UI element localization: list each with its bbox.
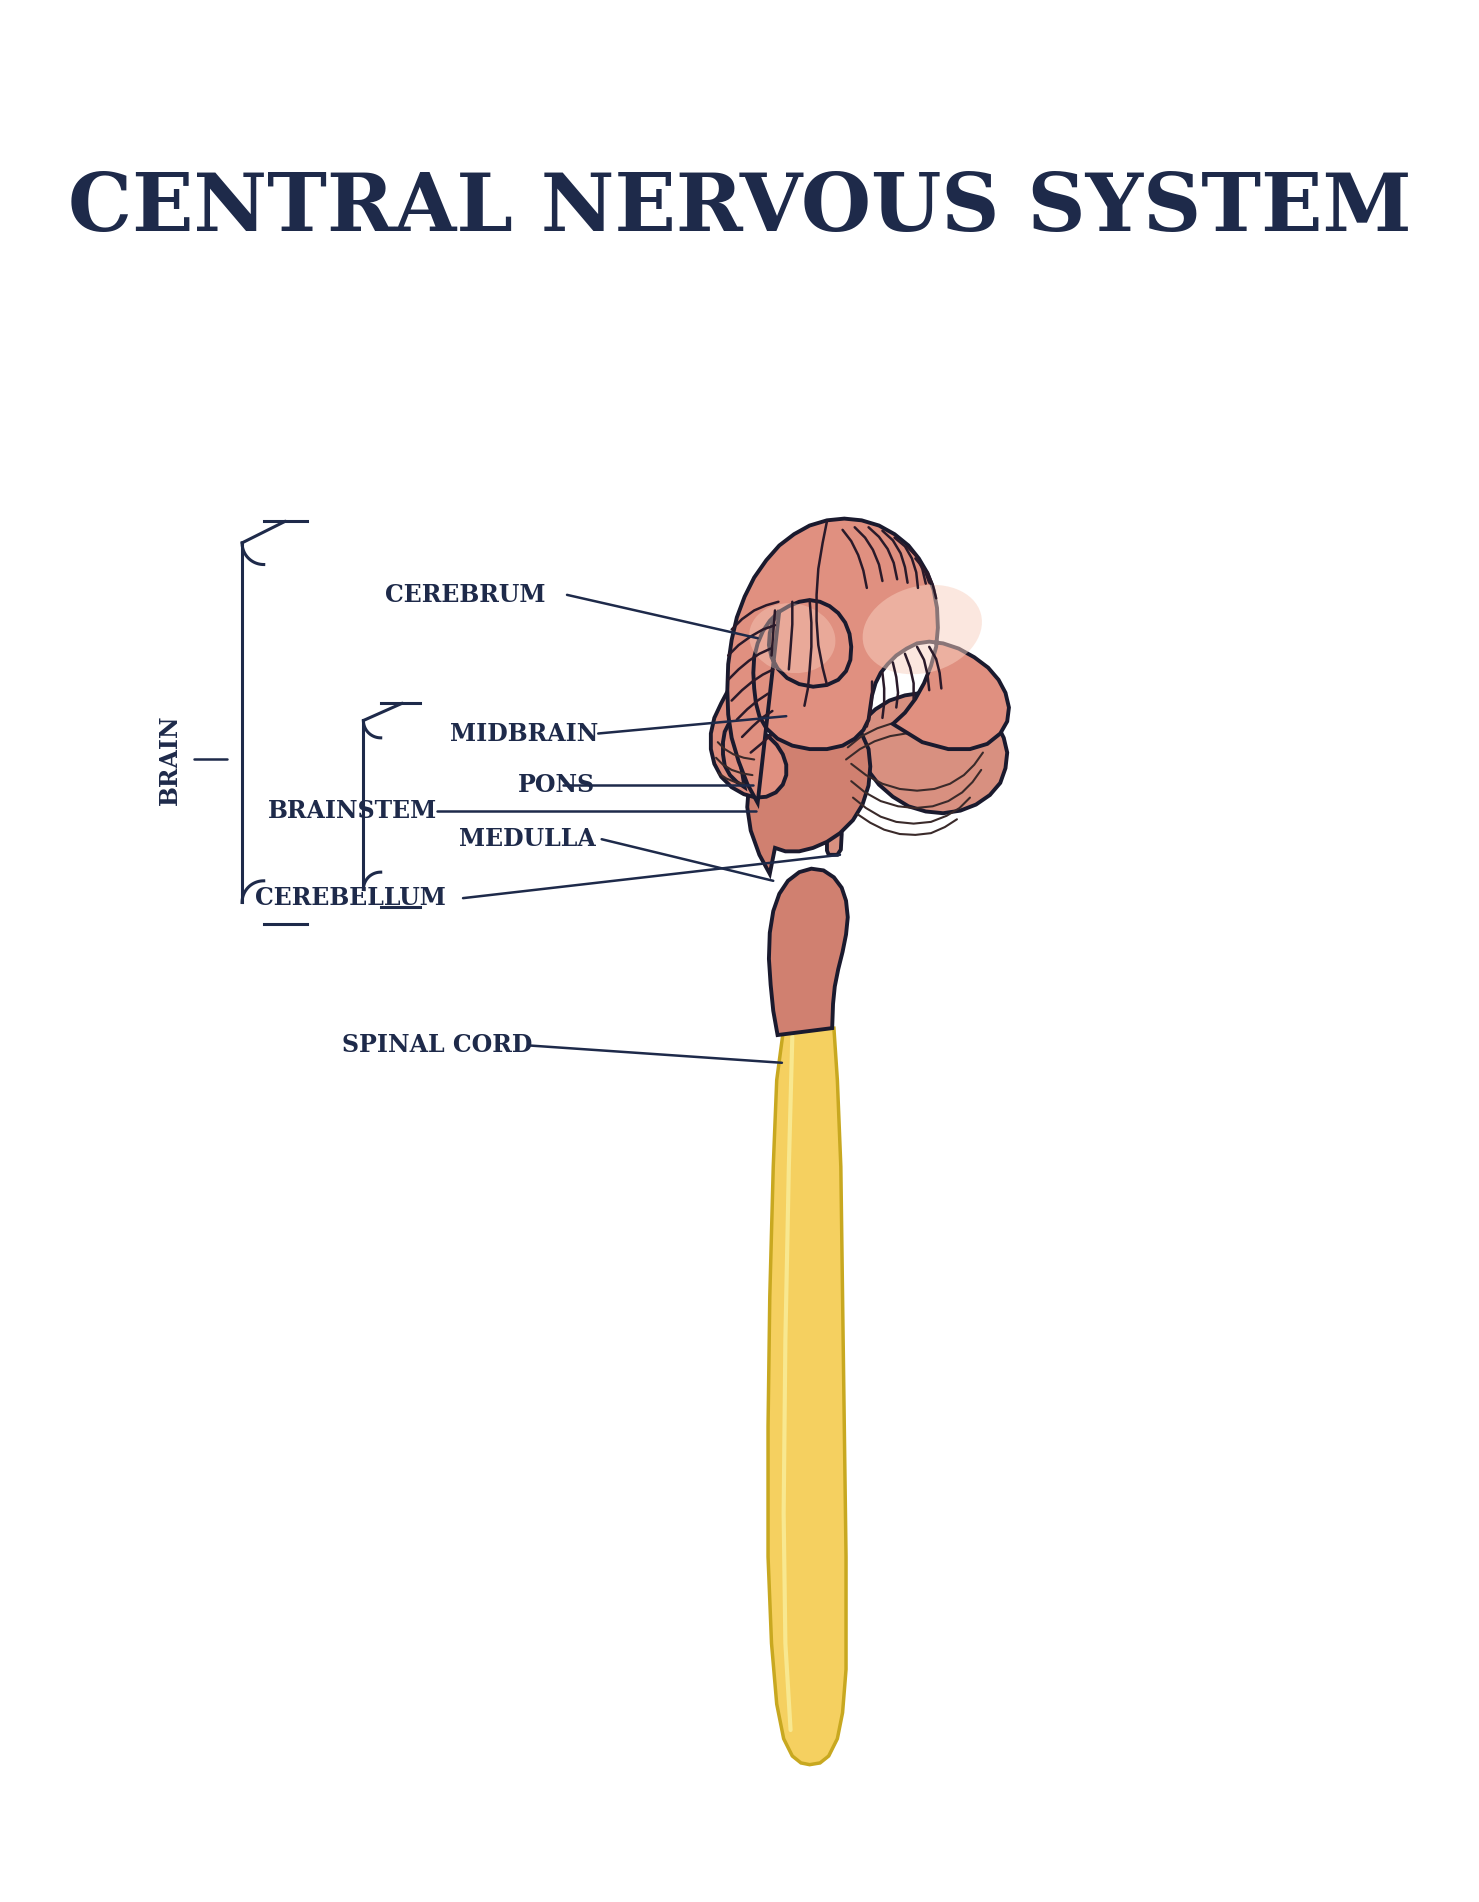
Text: CEREBELLUM: CEREBELLUM — [254, 886, 447, 911]
Text: BRAINSTEM: BRAINSTEM — [268, 799, 438, 824]
Text: MEDULLA: MEDULLA — [458, 827, 596, 852]
Text: SPINAL CORD: SPINAL CORD — [342, 1033, 532, 1058]
Text: MIDBRAIN: MIDBRAIN — [450, 721, 599, 746]
Text: CEREBRUM: CEREBRUM — [385, 582, 546, 607]
Text: PONS: PONS — [518, 774, 595, 797]
Ellipse shape — [750, 603, 836, 673]
Polygon shape — [827, 692, 1007, 854]
Polygon shape — [768, 1029, 846, 1765]
Polygon shape — [711, 690, 787, 797]
Text: BRAIN: BRAIN — [158, 713, 182, 805]
Polygon shape — [728, 519, 1009, 803]
Polygon shape — [781, 580, 839, 715]
Polygon shape — [769, 869, 847, 1035]
Ellipse shape — [862, 584, 982, 673]
Text: CENTRAL NERVOUS SYSTEM: CENTRAL NERVOUS SYSTEM — [68, 171, 1411, 249]
Polygon shape — [747, 711, 870, 873]
